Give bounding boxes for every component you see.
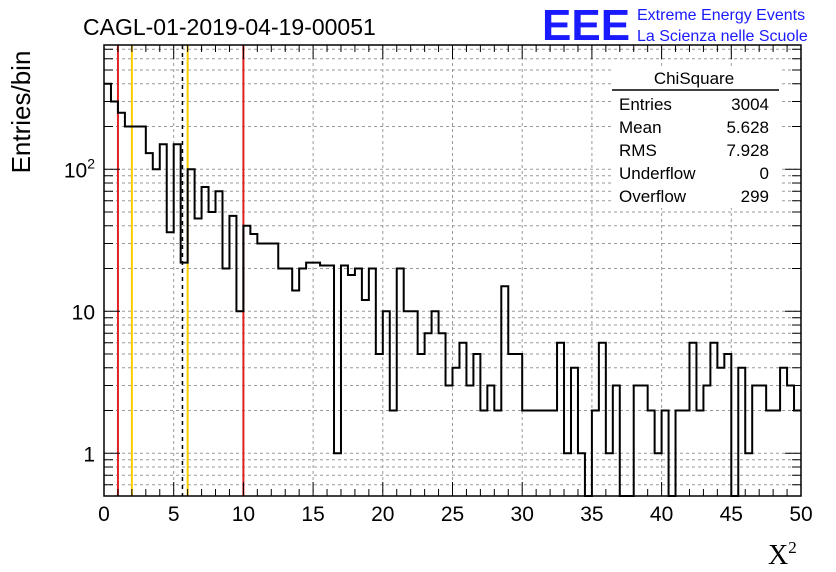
- stats-value-underflow: 0: [760, 164, 769, 183]
- y-tick-label: 102: [64, 155, 95, 182]
- logo-mark: EEE: [542, 1, 630, 50]
- stats-box-title: ChiSquare: [654, 69, 734, 88]
- stats-value-rms: 7.928: [726, 141, 769, 160]
- x-tick-label: 30: [511, 503, 534, 526]
- x-tick-label: 40: [650, 503, 673, 526]
- eee-logo: EEE Extreme Energy Events La Scienza nel…: [542, 1, 808, 50]
- x-tick-label: 25: [441, 503, 464, 526]
- stats-box-background: [612, 68, 779, 208]
- y-axis-title: Entries/bin: [6, 51, 36, 174]
- marker-lines: [116, 45, 245, 496]
- x-tick-label: 5: [168, 503, 180, 526]
- x-tick-label: 45: [720, 503, 743, 526]
- x-tick-label: 20: [371, 503, 394, 526]
- x-axis-title: X2: [768, 538, 797, 571]
- stats-box: ChiSquare Entries 3004 Mean 5.628 RMS 7.…: [612, 68, 779, 208]
- stats-label-overflow: Overflow: [619, 187, 687, 206]
- stats-label-rms: RMS: [619, 141, 657, 160]
- stats-value-mean: 5.628: [726, 118, 769, 137]
- y-tick-label: 1: [83, 443, 95, 466]
- stats-label-mean: Mean: [619, 118, 662, 137]
- stats-value-entries: 3004: [731, 95, 769, 114]
- x-tick-label: 35: [580, 503, 603, 526]
- stats-label-entries: Entries: [619, 95, 672, 114]
- x-tick-label: 0: [98, 503, 110, 526]
- axes: 0 5 10 15 20 25 30 35 40 45 50 1 10 102: [64, 44, 813, 526]
- logo-line1: Extreme Energy Events: [637, 7, 805, 24]
- stats-value-overflow: 299: [741, 187, 769, 206]
- stats-label-underflow: Underflow: [619, 164, 696, 183]
- x-tick-label: 50: [789, 503, 812, 526]
- x-tick-label: 10: [232, 503, 255, 526]
- histogram-series: [104, 82, 801, 497]
- y-tick-label: 10: [72, 301, 95, 324]
- x-tick-label: 15: [301, 503, 324, 526]
- logo-line2: La Scienza nelle Scuole: [637, 28, 808, 45]
- chart-title: CAGL-01-2019-04-19-00051: [83, 14, 376, 40]
